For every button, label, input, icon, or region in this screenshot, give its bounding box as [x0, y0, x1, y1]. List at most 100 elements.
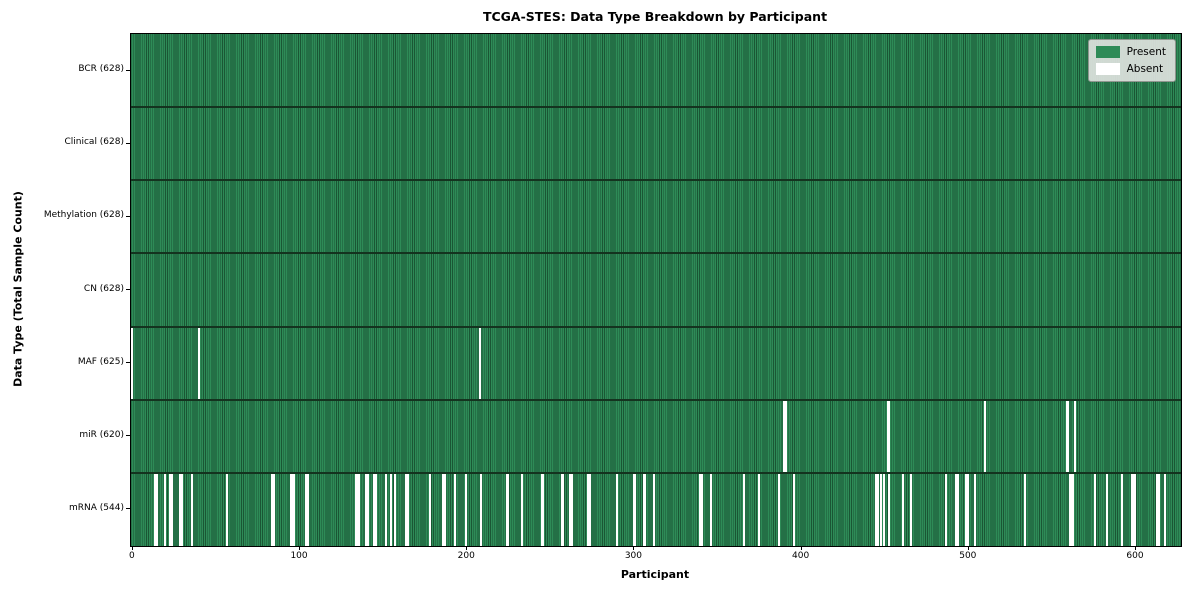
- row-bcr: [131, 34, 1181, 108]
- absent-stripe: [876, 472, 879, 546]
- x-tick-mark: [633, 546, 635, 550]
- y-tick-mark: [126, 215, 130, 217]
- absent-stripe: [1157, 472, 1160, 546]
- absent-stripe: [1155, 472, 1158, 546]
- absent-stripe: [634, 472, 637, 546]
- absent-stripe: [562, 472, 565, 546]
- absent-stripe: [1023, 472, 1026, 546]
- absent-stripe: [480, 472, 483, 546]
- absent-stripe: [131, 326, 133, 400]
- chart-title: TCGA-STES: Data Type Breakdown by Partic…: [482, 9, 828, 24]
- absent-stripe: [273, 472, 276, 546]
- absent-stripe: [778, 472, 781, 546]
- absent-stripe: [570, 472, 573, 546]
- row-clinical: [131, 107, 1181, 181]
- absent-stripe: [587, 472, 590, 546]
- absent-stripe: [505, 472, 508, 546]
- absent-stripe: [507, 472, 510, 546]
- absent-stripe: [701, 472, 704, 546]
- x-tick-mark: [1135, 546, 1137, 550]
- absent-stripe: [191, 472, 194, 546]
- absent-stripe: [910, 472, 913, 546]
- absent-stripe: [304, 472, 307, 546]
- absent-stripe: [1067, 399, 1070, 473]
- row-methylation: [131, 180, 1181, 254]
- absent-stripe: [983, 399, 986, 473]
- absent-stripe: [373, 472, 376, 546]
- absent-stripe: [757, 472, 760, 546]
- absent-stripe: [478, 326, 481, 400]
- absent-stripe: [956, 472, 959, 546]
- plot-rows: [131, 34, 1181, 546]
- absent-stripe: [901, 472, 904, 546]
- absent-stripe: [226, 472, 229, 546]
- absent-stripe: [406, 472, 409, 546]
- absent-stripe: [356, 472, 359, 546]
- absent-stripe: [965, 472, 968, 546]
- absent-stripe: [169, 472, 172, 546]
- y-tick-mark: [126, 289, 130, 290]
- row-mir: [131, 399, 1181, 473]
- absent-stripe: [652, 472, 655, 546]
- absent-stripe: [355, 472, 358, 546]
- absent-stripe: [615, 472, 618, 546]
- absent-stripe: [888, 399, 891, 473]
- absent-stripe: [520, 472, 523, 546]
- row-separator: [131, 325, 1181, 328]
- absent-stripe: [569, 472, 572, 546]
- absent-stripe: [181, 472, 184, 546]
- absent-stripe: [540, 472, 543, 546]
- absent-stripe: [880, 472, 883, 546]
- absent-stripe: [1132, 472, 1135, 546]
- x-axis-label: Participant: [620, 568, 690, 581]
- y-tick-label: MAF (625): [77, 356, 124, 367]
- absent-stripe: [742, 472, 745, 546]
- absent-stripe: [1134, 472, 1137, 546]
- absent-stripe: [632, 472, 635, 546]
- x-tick-mark: [800, 546, 802, 550]
- legend-entry: Present: [1095, 46, 1166, 58]
- row-separator: [131, 179, 1181, 182]
- x-tick-mark: [299, 546, 301, 550]
- absent-stripe: [886, 399, 889, 473]
- plot-area: Present Absent: [130, 33, 1182, 547]
- row-separator: [131, 471, 1181, 474]
- x-tick-label: 0: [128, 551, 135, 561]
- row-separator: [131, 106, 1181, 109]
- absent-stripe: [306, 472, 309, 546]
- absent-stripe: [393, 472, 396, 546]
- absent-stripe: [560, 472, 563, 546]
- absent-stripe: [428, 472, 431, 546]
- y-tick-label: Methylation (628): [43, 210, 124, 221]
- absent-stripe: [1094, 472, 1097, 546]
- x-tick-mark: [466, 546, 468, 550]
- absent-stripe: [644, 472, 647, 546]
- x-tick-label: 600: [1126, 551, 1144, 561]
- legend-entry: Absent: [1095, 63, 1166, 75]
- absent-stripe: [783, 399, 786, 473]
- absent-stripe: [179, 472, 182, 546]
- row-maf: [131, 326, 1181, 400]
- x-tick-label: 500: [959, 551, 977, 561]
- x-tick-label: 400: [792, 551, 810, 561]
- y-tick-label: CN (628): [83, 283, 124, 294]
- absent-stripe: [1120, 472, 1123, 546]
- row-separator: [131, 252, 1181, 255]
- absent-stripe: [365, 472, 368, 546]
- y-tick-label: BCR (628): [78, 64, 124, 75]
- y-tick-label: miR (620): [79, 429, 124, 440]
- absent-stripe: [955, 472, 958, 546]
- absent-stripe: [1105, 472, 1108, 546]
- absent-stripe: [542, 472, 545, 546]
- absent-stripe: [589, 472, 592, 546]
- absent-stripe: [443, 472, 446, 546]
- absent-stripe: [973, 472, 976, 546]
- legend-swatch-present: [1095, 46, 1120, 58]
- absent-stripe: [1073, 399, 1076, 473]
- x-tick-label: 300: [624, 551, 643, 561]
- absent-stripe: [709, 472, 712, 546]
- absent-stripe: [154, 472, 157, 546]
- absent-stripe: [171, 472, 174, 546]
- absent-stripe: [405, 472, 408, 546]
- absent-stripe: [642, 472, 645, 546]
